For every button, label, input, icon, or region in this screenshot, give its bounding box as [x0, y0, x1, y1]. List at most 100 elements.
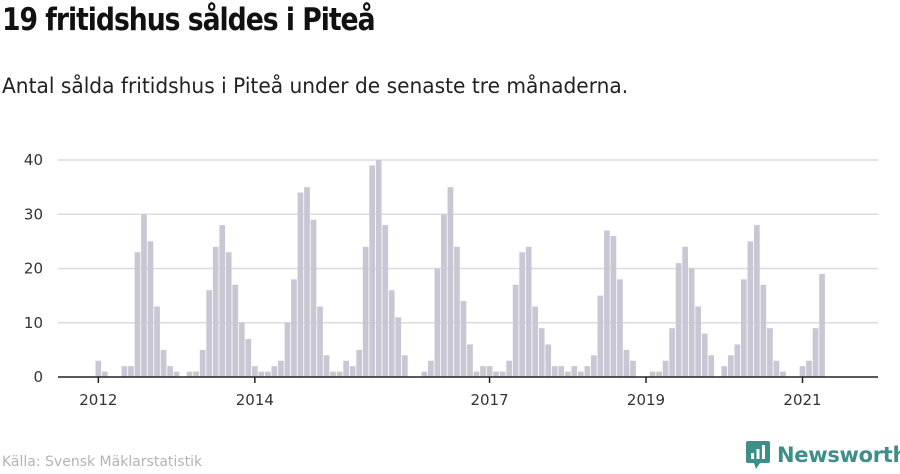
bar: [141, 214, 147, 377]
bar: [734, 344, 741, 377]
bar: [447, 187, 454, 377]
bar: [721, 366, 728, 377]
bar: [623, 349, 630, 377]
bar: [330, 371, 336, 377]
bar: [780, 371, 786, 377]
bar: [134, 252, 141, 377]
bar: [577, 371, 584, 377]
bar: [675, 263, 682, 377]
bar: [812, 328, 819, 377]
bar: [258, 371, 265, 377]
bar: [682, 246, 688, 377]
bar: [558, 366, 565, 377]
brand-name: Newsworthy: [777, 443, 900, 467]
bar: [219, 225, 226, 377]
bar: [819, 273, 825, 377]
bar: [232, 284, 239, 377]
bar: [727, 355, 734, 377]
chart-subtitle: Antal sålda fritidshus i Piteå under de …: [2, 74, 629, 98]
bar: [473, 371, 480, 377]
bar: [532, 306, 539, 377]
bar: [597, 295, 604, 377]
bar-chart: 0 10 20 30 40 2012 2014 2017 2019 2021 19: [24, 130, 878, 409]
bar: [349, 366, 356, 377]
bar: [506, 360, 512, 377]
x-tick-label: 2014: [236, 391, 274, 409]
bar: [193, 371, 199, 377]
bar: [343, 360, 349, 377]
x-axis: [58, 376, 878, 383]
bar: [245, 339, 252, 377]
bar: [486, 366, 493, 377]
bar: [701, 333, 708, 377]
bar: [317, 306, 323, 377]
bar: [617, 279, 623, 377]
bar: [199, 349, 206, 377]
bar: [128, 366, 134, 377]
bar: [121, 366, 128, 377]
highlight-value-label: 19: [818, 130, 838, 134]
bar: [225, 252, 232, 377]
bar: [388, 290, 395, 377]
bar: [512, 284, 519, 377]
bar: [271, 366, 278, 377]
bar: [454, 246, 460, 377]
bar: [480, 366, 486, 377]
bar: [499, 371, 506, 377]
bar: [773, 360, 780, 377]
bar: [519, 252, 525, 377]
bar: [238, 322, 245, 377]
bar: [656, 371, 662, 377]
bar: [441, 214, 447, 377]
bar: [571, 366, 578, 377]
y-axis-labels: 0 10 20 30 40: [24, 151, 43, 386]
bar: [167, 366, 173, 377]
bar: [434, 268, 441, 377]
bar: [747, 241, 754, 377]
bar: [799, 366, 806, 377]
y-tick-label: 30: [24, 205, 43, 223]
bar: [95, 360, 102, 377]
bar: [310, 219, 317, 377]
bar: [551, 366, 558, 377]
brand-logo: Newsworthy: [745, 440, 900, 470]
bar: [591, 355, 597, 377]
bar: [265, 371, 271, 377]
source-note: Källa: Svensk Mäklarstatistik: [2, 454, 203, 470]
bar: [467, 344, 473, 377]
bar: [102, 371, 108, 377]
bar: [584, 366, 591, 377]
bar: [147, 241, 154, 377]
bar: [323, 355, 330, 377]
bar: [173, 371, 180, 377]
bar: [767, 328, 773, 377]
bar: [610, 235, 617, 377]
bar: [545, 344, 552, 377]
bar: [401, 355, 408, 377]
bar: [362, 246, 369, 377]
x-tick-label: 2021: [783, 391, 821, 409]
bar: [421, 371, 428, 377]
bar: [688, 268, 695, 377]
bar: [356, 349, 362, 377]
y-tick-label: 10: [24, 314, 43, 332]
bars: [95, 160, 825, 377]
bar: [395, 317, 402, 377]
x-tick-label: 2012: [79, 391, 117, 409]
bar: [669, 328, 675, 377]
bar: [291, 279, 297, 377]
bar: [297, 192, 304, 377]
bar: [160, 349, 167, 377]
bar: [754, 225, 760, 377]
bar: [538, 328, 545, 377]
bar: [278, 360, 284, 377]
bar: [630, 360, 636, 377]
bar: [806, 360, 812, 377]
bar: [154, 306, 160, 377]
bar: [460, 301, 467, 377]
bar: [493, 371, 499, 377]
bar: [564, 371, 571, 377]
bar: [428, 360, 434, 377]
bar: [251, 366, 258, 377]
bar: [284, 322, 291, 377]
